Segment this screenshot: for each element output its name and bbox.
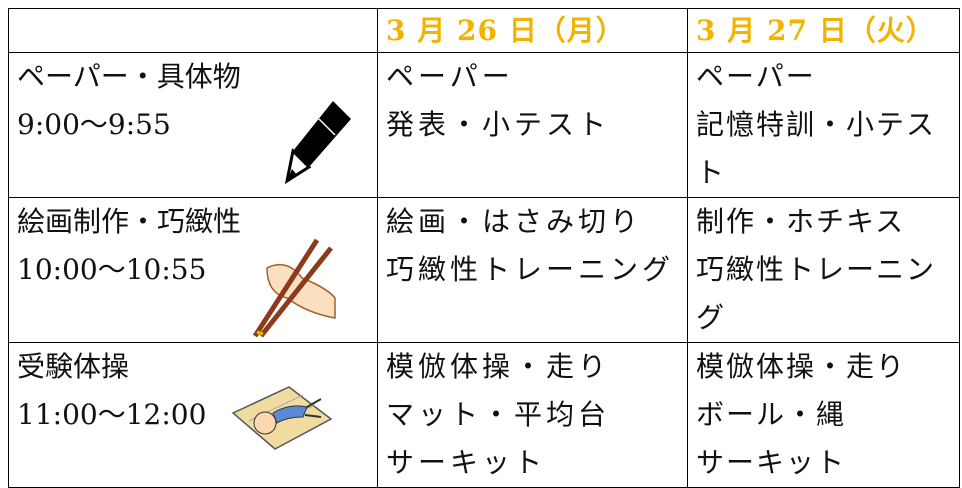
time: 9:00〜9:55 bbox=[17, 108, 171, 141]
activity: 模倣体操・走り bbox=[386, 350, 611, 383]
subject: 絵画制作・巧緻性 bbox=[17, 205, 242, 238]
activity: マット・平均台 bbox=[386, 398, 611, 431]
subject: 受験体操 bbox=[17, 350, 130, 383]
activity: 制作・ホチキス bbox=[696, 205, 906, 238]
activity-cell: 制作・ホチキス巧緻性トレーニング bbox=[687, 197, 960, 343]
activity-cell: 模倣体操・走り マット・平均台 サーキット bbox=[377, 342, 688, 488]
activity: サーキット bbox=[696, 446, 847, 479]
activity-cell: 絵画・はさみ切り 巧緻性トレーニング bbox=[377, 197, 688, 343]
subject: ペーパー・具体物 bbox=[17, 60, 241, 93]
pencil-icon bbox=[284, 101, 351, 185]
activity: 記憶特訓・小テスト bbox=[696, 108, 937, 189]
date-cell: 3 月 26 日（月） bbox=[377, 8, 688, 53]
schedule-row: ペーパー・具体物 9:00〜9:55 ペーパー 発表・小テスト ペーパー 記憶特訓・小テス… bbox=[8, 52, 960, 198]
activity: 発表・小テスト bbox=[386, 108, 611, 141]
subject-cell: 絵画制作・巧緻性 10:00〜10:55 bbox=[8, 197, 378, 343]
activity-cell: ペーパー記憶特訓・小テスト bbox=[687, 52, 960, 198]
activity: サーキット bbox=[386, 446, 547, 479]
activity: 絵画・はさみ切り bbox=[386, 205, 643, 238]
gymnast-icon bbox=[231, 386, 333, 450]
header-row: 3 月 26 日（月） 3 月 27 日（火） bbox=[8, 8, 960, 53]
activity-cell: ペーパー発表・小テスト bbox=[377, 52, 688, 198]
schedule-row: 絵画制作・巧緻性 10:00〜10:55 絵画・はさみ切り 巧緻性トレーニング 制作・ホ… bbox=[8, 197, 960, 343]
date-cell: 3 月 27 日（火） bbox=[687, 8, 960, 53]
schedule-row: 受験体操 11:00〜12:00 模倣体操・走り マット・平均台 サーキット 模倣体操・走… bbox=[8, 342, 960, 488]
activity-cell: 模倣体操・走り ボール・縄サーキット bbox=[687, 342, 960, 488]
subject-cell: ペーパー・具体物 9:00〜9:55 bbox=[8, 52, 378, 198]
activity: 巧緻性トレーニング bbox=[696, 253, 937, 334]
activity: 模倣体操・走り bbox=[696, 350, 907, 383]
activity: 巧緻性トレーニング bbox=[386, 253, 675, 286]
activity: ペーパー bbox=[386, 60, 514, 93]
corner-cell bbox=[8, 8, 378, 53]
schedule-table: 3 月 26 日（月） 3 月 27 日（火） ペーパー・具体物 9:00〜9:5… bbox=[8, 8, 960, 488]
time: 11:00〜12:00 bbox=[17, 398, 207, 431]
activity: ボール・縄 bbox=[696, 398, 847, 431]
subject-cell: 受験体操 11:00〜12:00 bbox=[8, 342, 378, 488]
time: 10:00〜10:55 bbox=[17, 253, 207, 286]
activity: ペーパー bbox=[696, 60, 816, 93]
chopsticks-icon bbox=[252, 238, 336, 338]
